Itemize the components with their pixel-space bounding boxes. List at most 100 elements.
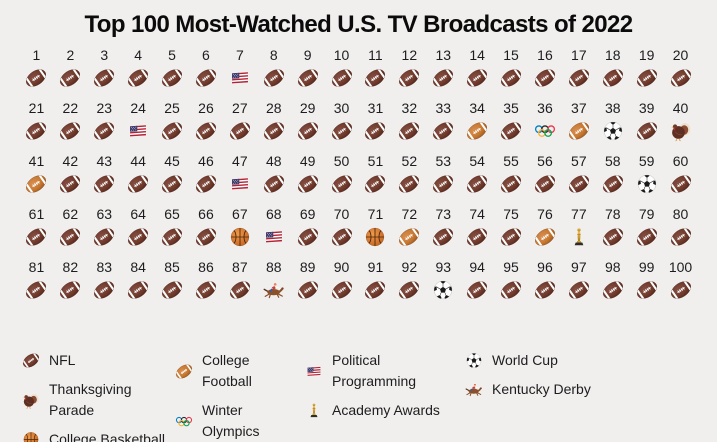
- rank-number: 47: [232, 153, 248, 169]
- rank-number: 23: [96, 100, 113, 116]
- rank-cell: 88: [257, 259, 291, 303]
- horse-racing-icon: [463, 379, 485, 400]
- nfl-football-icon: [56, 224, 84, 250]
- rank-number: 31: [367, 100, 384, 116]
- rank-number: 63: [96, 206, 113, 222]
- rank-cell: 81: [20, 259, 54, 303]
- rank-number: 80: [672, 206, 689, 222]
- rank-cell: 60: [664, 153, 698, 197]
- rank-number: 18: [604, 47, 621, 63]
- legend-item: Thanksgiving Parade: [20, 379, 173, 421]
- rank-number: 44: [130, 153, 146, 169]
- rank-cell: 54: [460, 153, 494, 197]
- nfl-football-icon: [56, 171, 84, 197]
- rank-cell: 3: [87, 47, 121, 91]
- nfl-football-icon: [90, 171, 118, 197]
- rank-number: 78: [604, 206, 621, 222]
- legend-label: Thanksgiving Parade: [49, 381, 132, 418]
- rank-number: 94: [469, 259, 485, 275]
- rank-cell: 86: [189, 259, 223, 303]
- rank-cell: 99: [630, 259, 664, 303]
- rank-number: 11: [368, 47, 383, 63]
- nfl-football-icon: [260, 65, 288, 91]
- rank-number: 40: [672, 100, 689, 116]
- rank-number: 69: [299, 206, 316, 222]
- legend-column: Political Programming Academy Awards: [303, 350, 463, 421]
- nfl-football-icon: [328, 224, 356, 250]
- nfl-football-icon: [192, 171, 220, 197]
- rank-number: 8: [269, 47, 278, 63]
- nfl-football-icon: [56, 65, 84, 91]
- nfl-football-icon: [158, 65, 186, 91]
- rank-number: 56: [537, 153, 553, 169]
- rank-number: 97: [571, 259, 587, 275]
- rank-number: 39: [638, 100, 655, 116]
- nfl-football-icon: [226, 277, 254, 303]
- nfl-football-icon: [633, 224, 661, 250]
- rank-number: 62: [62, 206, 79, 222]
- rank-cell: 80: [664, 206, 698, 250]
- rank-cell: 69: [291, 206, 325, 250]
- rank-cell: 63: [87, 206, 121, 250]
- rank-cell: 66: [189, 206, 223, 250]
- rank-number: 50: [333, 153, 350, 169]
- rank-cell: 77: [562, 206, 596, 250]
- rank-number: 58: [604, 153, 621, 169]
- legend-label: Kentucky Derby: [492, 381, 591, 397]
- nfl-football-icon: [497, 118, 525, 144]
- rank-cell: 40: [664, 100, 698, 144]
- nfl-football-icon: [192, 65, 220, 91]
- nfl-football-icon: [226, 118, 254, 144]
- rank-number: 75: [503, 206, 519, 222]
- rank-number: 27: [232, 100, 248, 116]
- rank-number: 26: [198, 100, 214, 116]
- soccer-ball-icon: [599, 118, 627, 144]
- nfl-football-icon: [531, 277, 559, 303]
- rank-cell: 67: [223, 206, 257, 250]
- rank-cell: 10: [325, 47, 359, 91]
- basketball-icon: [20, 429, 42, 442]
- basketball-icon: [226, 224, 254, 250]
- rank-number: 14: [469, 47, 485, 63]
- rank-number: 100: [668, 259, 693, 275]
- rank-number: 45: [164, 153, 180, 169]
- nfl-football-icon: [22, 118, 50, 144]
- rank-number: 55: [503, 153, 519, 169]
- rank-cell: 68: [257, 206, 291, 250]
- rank-number: 22: [62, 100, 79, 116]
- nfl-football-icon: [429, 171, 457, 197]
- rank-cell: 25: [155, 100, 189, 144]
- rank-cell: 17: [562, 47, 596, 91]
- nfl-football-icon: [260, 118, 288, 144]
- rank-number: 15: [503, 47, 519, 63]
- rank-number: 79: [638, 206, 655, 222]
- rank-cell: 21: [20, 100, 54, 144]
- nfl-football-icon: [361, 277, 389, 303]
- rank-cell: 43: [87, 153, 121, 197]
- rank-number: 71: [367, 206, 384, 222]
- rank-cell: 70: [325, 206, 359, 250]
- rank-cell: 42: [53, 153, 87, 197]
- rank-cell: 19: [630, 47, 664, 91]
- rank-number: 35: [503, 100, 519, 116]
- rank-number: 30: [333, 100, 350, 116]
- legend-item: Winter Olympics: [173, 400, 303, 442]
- rank-cell: 85: [155, 259, 189, 303]
- rank-number: 73: [435, 206, 452, 222]
- legend: NFL Thanksgiving Parade College Basketball…: [20, 350, 591, 442]
- rank-number: 60: [672, 153, 689, 169]
- rank-number: 13: [435, 47, 452, 63]
- rank-cell: 49: [291, 153, 325, 197]
- rank-number: 76: [537, 206, 553, 222]
- nfl-football-icon: [497, 224, 525, 250]
- rank-cell: 23: [87, 100, 121, 144]
- nfl-football-icon: [124, 171, 152, 197]
- rank-number: 90: [333, 259, 350, 275]
- us-flag-icon: [226, 65, 254, 91]
- rank-number: 89: [299, 259, 316, 275]
- rank-number: 48: [265, 153, 282, 169]
- rank-cell: 74: [460, 206, 494, 250]
- nfl-football-icon: [328, 118, 356, 144]
- college-football-icon: [531, 224, 559, 250]
- legend-item: Political Programming: [303, 350, 463, 392]
